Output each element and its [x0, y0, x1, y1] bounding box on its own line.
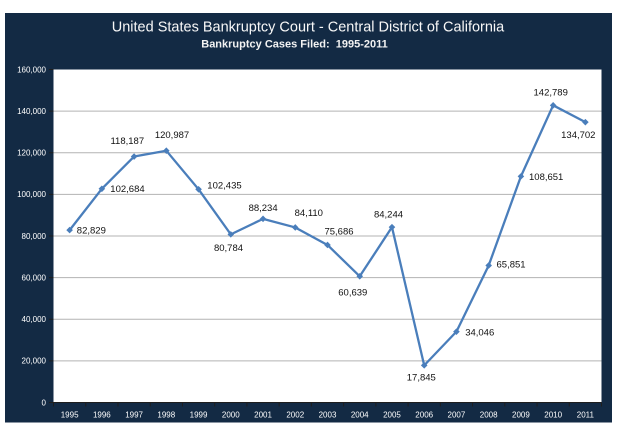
svg-text:2008: 2008 — [480, 411, 498, 420]
svg-text:60,000: 60,000 — [22, 273, 47, 282]
svg-text:1997: 1997 — [125, 411, 143, 420]
svg-text:Bankruptcy Cases Filed: 1995-: Bankruptcy Cases Filed: 1995-2011 — [201, 39, 387, 51]
svg-text:88,234: 88,234 — [249, 203, 278, 214]
svg-text:84,244: 84,244 — [374, 210, 403, 221]
svg-text:118,187: 118,187 — [110, 136, 144, 147]
svg-text:United States Bankruptcy Court: United States Bankruptcy Court - Central… — [112, 19, 505, 35]
svg-text:0: 0 — [42, 398, 47, 407]
svg-text:17,845: 17,845 — [407, 372, 436, 383]
svg-text:1995: 1995 — [61, 411, 79, 420]
svg-text:1996: 1996 — [93, 411, 111, 420]
svg-text:2004: 2004 — [351, 411, 369, 420]
svg-text:34,046: 34,046 — [465, 328, 494, 339]
svg-text:160,000: 160,000 — [17, 65, 46, 74]
svg-text:140,000: 140,000 — [17, 107, 46, 116]
svg-text:40,000: 40,000 — [22, 315, 47, 324]
svg-text:2005: 2005 — [383, 411, 401, 420]
svg-text:2001: 2001 — [254, 411, 272, 420]
svg-text:100,000: 100,000 — [17, 190, 46, 199]
svg-text:84,110: 84,110 — [295, 208, 323, 219]
svg-text:2010: 2010 — [544, 411, 562, 420]
svg-text:2002: 2002 — [286, 411, 304, 420]
svg-text:102,684: 102,684 — [110, 184, 144, 195]
svg-text:134,702: 134,702 — [561, 130, 595, 141]
svg-text:60,639: 60,639 — [338, 288, 367, 299]
svg-text:65,851: 65,851 — [497, 260, 526, 271]
svg-text:2007: 2007 — [448, 411, 466, 420]
svg-text:80,000: 80,000 — [22, 232, 47, 241]
svg-text:82,829: 82,829 — [77, 225, 106, 236]
svg-text:108,651: 108,651 — [529, 172, 563, 183]
svg-text:2000: 2000 — [222, 411, 240, 420]
svg-text:20,000: 20,000 — [22, 357, 47, 366]
svg-text:2011: 2011 — [577, 411, 595, 420]
svg-text:142,789: 142,789 — [534, 87, 568, 98]
svg-text:80,784: 80,784 — [214, 243, 243, 254]
svg-text:2009: 2009 — [512, 411, 530, 420]
svg-text:75,686: 75,686 — [324, 227, 353, 238]
svg-text:120,987: 120,987 — [155, 130, 189, 141]
svg-text:2006: 2006 — [415, 411, 433, 420]
svg-text:102,435: 102,435 — [207, 181, 241, 192]
svg-text:1999: 1999 — [190, 411, 208, 420]
svg-text:2003: 2003 — [319, 411, 337, 420]
svg-text:1998: 1998 — [157, 411, 175, 420]
svg-text:120,000: 120,000 — [17, 149, 46, 158]
